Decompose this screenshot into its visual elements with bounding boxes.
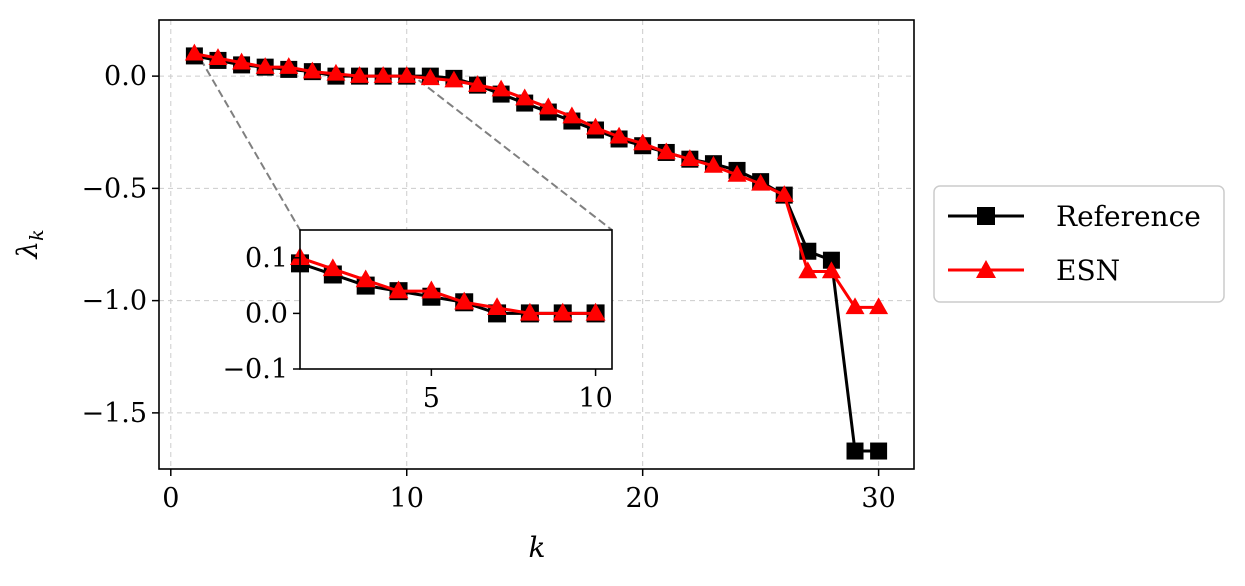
- inset-line-esn: [299, 256, 596, 315]
- main-point-esn: [444, 70, 464, 88]
- main-point-esn: [232, 52, 252, 70]
- main-point-esn: [255, 57, 275, 74]
- main-point-esn: [184, 43, 204, 61]
- x-axis-label: k: [529, 531, 546, 564]
- main-point-esn: [774, 185, 794, 202]
- main-point-esn: [491, 79, 511, 97]
- inset-point-esn: [519, 302, 540, 321]
- inset-y-tick-label: 0.1: [245, 243, 288, 274]
- main-point-reference: [846, 442, 864, 460]
- main-point-esn: [420, 68, 440, 86]
- legend-marker-esn: [976, 260, 996, 278]
- y-tick-label: 0.0: [104, 61, 147, 92]
- inset-x-tick-label: 5: [423, 383, 440, 414]
- main-point-esn: [208, 48, 228, 65]
- main-series-esn: [184, 43, 889, 315]
- main-point-esn: [869, 297, 889, 315]
- main-series: [184, 43, 889, 460]
- x-tick-label: 30: [861, 483, 895, 514]
- zoom-connector-left: [193, 47, 301, 231]
- legend-label-reference: Reference: [1056, 200, 1201, 233]
- main-point-esn: [821, 261, 841, 279]
- main-point-esn: [656, 142, 676, 160]
- y-axis-label: λk: [11, 229, 48, 259]
- inset-point-esn: [552, 302, 573, 321]
- y-tick-label: −0.5: [81, 173, 147, 204]
- legend: Reference ESN: [933, 185, 1225, 303]
- main-plot-frame: [158, 19, 915, 470]
- inset-zoom-connectors: [193, 47, 613, 231]
- x-tick-label: 10: [390, 483, 424, 514]
- main-point-esn: [727, 164, 747, 182]
- main-point-reference: [822, 251, 840, 269]
- x-tick-label: 0: [162, 483, 179, 514]
- svg-text:λk: λk: [11, 229, 48, 259]
- main-point-esn: [609, 126, 629, 144]
- main-point-esn: [326, 63, 346, 81]
- y-axis-label-main: λ: [11, 241, 44, 260]
- main-point-esn: [680, 149, 700, 166]
- inset-point-esn: [322, 258, 343, 277]
- inset-series: [290, 247, 606, 323]
- main-point-reference: [870, 442, 888, 460]
- main-axis-ticks: 0 10 20 30 0.0 −0.5 −1.0 −1.5: [81, 61, 895, 514]
- inset-y-tick-label: 0.0: [245, 298, 288, 329]
- main-point-esn: [373, 66, 393, 83]
- inset-x-tick-label: 10: [578, 383, 612, 414]
- y-tick-label: −1.5: [81, 398, 147, 429]
- main-point-esn: [751, 173, 771, 191]
- main-point-esn: [562, 106, 582, 124]
- inset-frame: [299, 229, 613, 370]
- zoom-connector-right: [417, 79, 613, 231]
- inset-y-tick-label: −0.1: [222, 354, 288, 385]
- main-point-esn: [302, 61, 322, 79]
- inset-axis-ticks: 5 10 0.1 0.0 −0.1: [222, 243, 612, 414]
- inset-plot: 5 10 0.1 0.0 −0.1: [222, 229, 613, 414]
- y-axis-label-subscript: k: [26, 229, 48, 241]
- main-point-esn: [538, 97, 558, 115]
- legend-label-esn: ESN: [1056, 254, 1120, 287]
- legend-marker-reference: [977, 207, 995, 225]
- y-tick-label: −1.0: [81, 286, 147, 317]
- main-point-esn: [633, 133, 653, 151]
- main-point-esn: [845, 297, 865, 315]
- main-point-esn: [397, 66, 417, 83]
- inset-point-esn: [454, 291, 475, 310]
- inset-point-esn: [487, 297, 508, 316]
- inset-point-esn: [585, 302, 606, 321]
- main-point-esn: [515, 88, 535, 106]
- main-point-esn: [279, 57, 299, 74]
- main-point-esn: [468, 75, 488, 92]
- x-tick-label: 20: [625, 483, 659, 514]
- main-point-esn: [703, 155, 723, 173]
- inset-point-esn: [355, 269, 376, 288]
- inset-point-esn: [388, 280, 409, 299]
- inset-point-esn: [421, 280, 442, 299]
- inset-series-esn: [290, 247, 606, 321]
- main-point-esn: [350, 66, 370, 83]
- main-point-esn: [798, 261, 818, 279]
- main-grid: [159, 20, 914, 469]
- main-point-esn: [585, 117, 605, 135]
